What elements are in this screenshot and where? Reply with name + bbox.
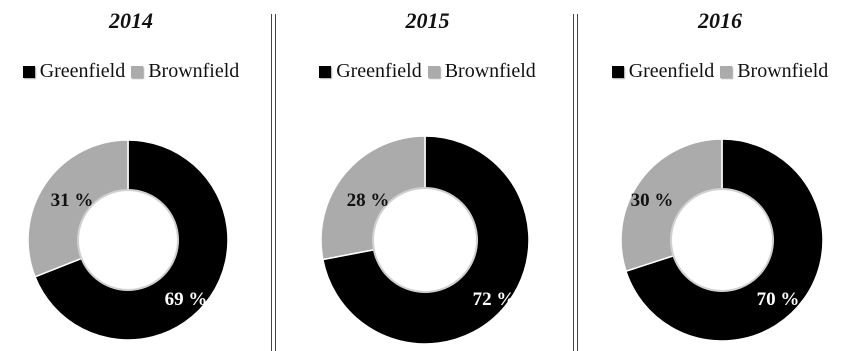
legend: Greenfield Brownfield — [0, 60, 262, 83]
donut-chart: 70 % 30 % — [620, 138, 824, 342]
slice-label-greenfield: 69 % — [165, 289, 208, 310]
donut-chart: 72 % 28 % — [320, 135, 530, 345]
chart-title: 2015 — [405, 8, 450, 33]
legend-swatch-brownfield — [427, 65, 440, 78]
slice-label-brownfield: 31 % — [51, 190, 94, 211]
legend-label-greenfield: Greenfield — [628, 60, 715, 82]
legend-item-greenfield: Greenfield — [611, 60, 715, 83]
legend-swatch-brownfield — [131, 65, 144, 78]
legend-label-greenfield: Greenfield — [336, 60, 422, 82]
panel-2014: 2014 Greenfield Brownfield 69 % 31 % — [0, 0, 262, 351]
chart-title: 2014 — [109, 8, 153, 33]
donut-hole — [77, 189, 179, 291]
donut-chart: 69 % 31 % — [27, 139, 229, 341]
donut-hole — [372, 187, 478, 293]
legend-label-brownfield: Brownfield — [737, 60, 829, 82]
legend-swatch-brownfield — [720, 65, 733, 78]
legend-item-greenfield: Greenfield — [319, 60, 422, 83]
legend-item-greenfield: Greenfield — [22, 60, 126, 83]
donut-hole — [670, 188, 774, 292]
panel-2015: 2015 Greenfield Brownfield 72 % 28 % — [290, 0, 565, 351]
panel-divider — [573, 14, 578, 351]
legend: Greenfield Brownfield — [290, 60, 565, 83]
legend-item-brownfield: Brownfield — [720, 60, 828, 83]
legend-swatch-greenfield — [319, 65, 332, 78]
panel-2016: 2016 Greenfield Brownfield 70 % 30 % — [585, 0, 855, 351]
legend-label-brownfield: Brownfield — [148, 60, 240, 82]
legend-item-brownfield: Brownfield — [131, 60, 239, 83]
panel-divider — [271, 14, 276, 351]
slice-label-brownfield: 30 % — [631, 190, 674, 211]
legend-item-brownfield: Brownfield — [427, 60, 536, 83]
legend: Greenfield Brownfield — [585, 60, 855, 83]
slice-label-greenfield: 72 % — [473, 289, 516, 310]
legend-label-brownfield: Brownfield — [444, 60, 536, 82]
slice-label-greenfield: 70 % — [757, 289, 800, 310]
legend-label-greenfield: Greenfield — [39, 60, 126, 82]
legend-swatch-greenfield — [611, 65, 624, 78]
chart-title: 2016 — [698, 8, 742, 33]
slice-label-brownfield: 28 % — [347, 190, 390, 211]
legend-swatch-greenfield — [22, 65, 35, 78]
